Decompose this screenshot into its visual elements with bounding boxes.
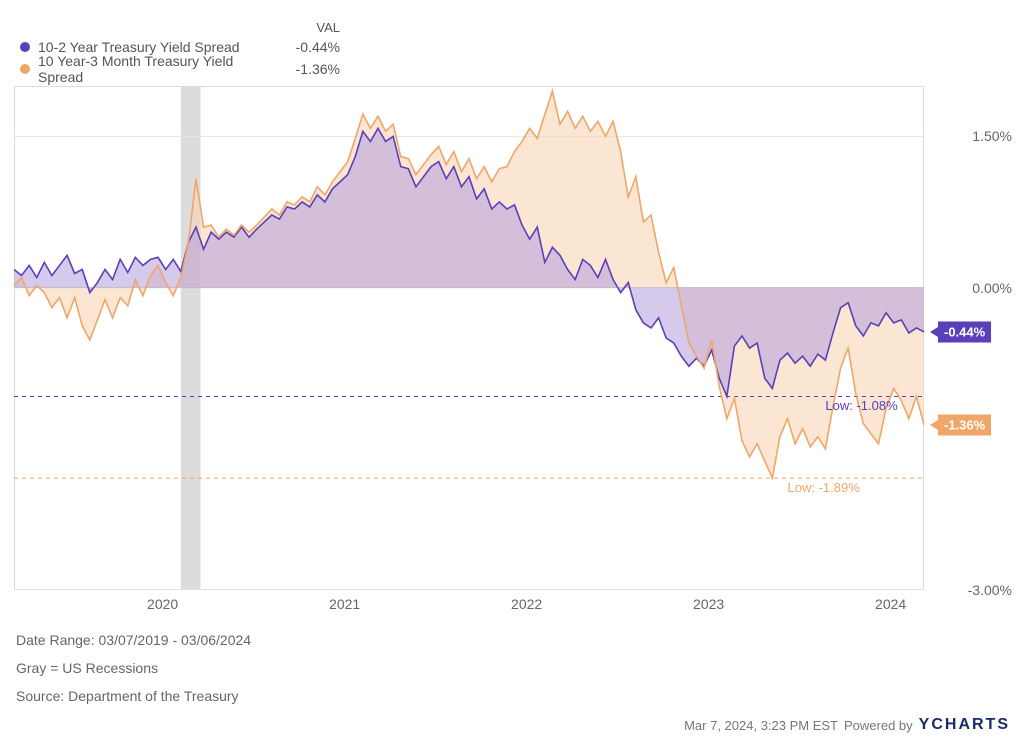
source-text: Source: Department of the Treasury: [16, 688, 251, 704]
chart-footer-right: Mar 7, 2024, 3:23 PM EST Powered by YCHA…: [684, 716, 1010, 734]
x-tick-label: 2020: [147, 596, 178, 612]
chart-svg-host[interactable]: [14, 86, 1010, 590]
timestamp-text: Mar 7, 2024, 3:23 PM EST: [684, 718, 838, 733]
legend-dot-1: [20, 64, 30, 74]
chart-svg: [14, 86, 1010, 590]
chart-footer-left: Date Range: 03/07/2019 - 03/06/2024 Gray…: [16, 632, 251, 704]
legend-row-1[interactable]: 10 Year-3 Month Treasury Yield Spread -1…: [20, 59, 340, 79]
x-tick-label: 2023: [693, 596, 724, 612]
y-tick-label: -3.00%: [968, 582, 1012, 598]
legend-dot-0: [20, 42, 30, 52]
low-marker-label: Low: -1.89%: [788, 480, 860, 495]
legend-val-1: -1.36%: [280, 61, 340, 77]
series-end-pill: -1.36%: [938, 414, 991, 435]
x-tick-label: 2024: [875, 596, 906, 612]
date-range-text: Date Range: 03/07/2019 - 03/06/2024: [16, 632, 251, 648]
series-end-pill: -0.44%: [938, 321, 991, 342]
low-marker-label: Low: -1.08%: [825, 398, 897, 413]
chart-legend: VAL 10-2 Year Treasury Yield Spread -0.4…: [20, 20, 340, 79]
legend-label-1: 10 Year-3 Month Treasury Yield Spread: [38, 53, 280, 85]
legend-val-header: VAL: [280, 20, 340, 35]
y-tick-label: 1.50%: [972, 128, 1012, 144]
ycharts-logo[interactable]: YCHARTS: [919, 716, 1010, 734]
x-tick-label: 2021: [329, 596, 360, 612]
recession-note: Gray = US Recessions: [16, 660, 251, 676]
y-tick-label: 0.00%: [972, 280, 1012, 296]
legend-header: VAL: [20, 20, 340, 35]
x-tick-label: 2022: [511, 596, 542, 612]
powered-by-text: Powered by: [844, 718, 913, 733]
legend-val-0: -0.44%: [280, 39, 340, 55]
